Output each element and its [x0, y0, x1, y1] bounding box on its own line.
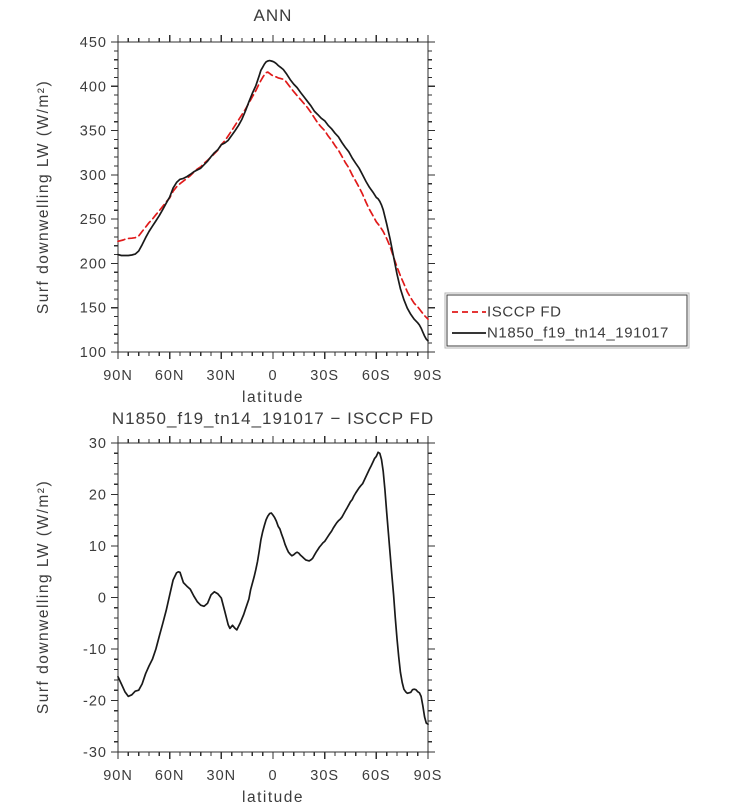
difference-plot-area: 30 20 10 0 -10 -20 -30 90N 60N 30N 0 30S 60S 90S	[83, 436, 443, 784]
y-minor-ticks	[114, 452, 432, 743]
isccp-curve	[117, 71, 429, 321]
x-tick-label: 60N	[155, 768, 185, 784]
difference-chart: N1850_f19_tn14_191017 − ISCCP FD Surf do…	[35, 409, 443, 806]
x-minor-ticks	[127, 38, 419, 356]
x-tick-label: 30S	[310, 768, 339, 784]
difference-y-axis-title: Surf downwelling LW (W/m²)	[35, 480, 52, 714]
plot-frame	[117, 41, 429, 353]
y-tick-label: 20	[89, 488, 107, 504]
x-tick-label: 90N	[103, 368, 133, 384]
top-plot-area: 450 400 350 300 250 200 150 100 90N 60N 30N 0 30S 60S…	[80, 35, 443, 384]
y-major-ticks	[111, 41, 435, 353]
top-y-axis-title: Surf downwelling LW (W/m²)	[35, 80, 52, 314]
x-tick-label: 90S	[414, 768, 443, 784]
y-major-ticks	[111, 442, 435, 753]
y-tick-label: -10	[83, 642, 107, 658]
difference-curve	[117, 451, 429, 726]
y-tick-label: 150	[80, 301, 107, 317]
y-tick-label: 10	[89, 539, 107, 555]
legend-border-box	[446, 294, 688, 347]
x-tick-label: 0	[268, 368, 277, 384]
y-tick-label: 200	[80, 256, 107, 272]
x-tick-label: 90S	[414, 368, 443, 384]
y-tick-label: -30	[83, 745, 107, 761]
y-tick-label: 0	[98, 591, 107, 607]
x-major-ticks	[117, 436, 429, 759]
difference-chart-title: N1850_f19_tn14_191017 − ISCCP FD	[112, 409, 434, 428]
x-tick-label: 30N	[207, 768, 237, 784]
legend-shadow-border	[444, 292, 690, 349]
x-tick-label: 0	[268, 768, 277, 784]
y-tick-label: 400	[80, 79, 107, 95]
y-tick-label: 30	[89, 436, 107, 452]
difference-x-axis-title: latitude	[242, 789, 304, 806]
top-chart-title: ANN	[254, 6, 293, 25]
y-minor-ticks	[114, 50, 432, 344]
legend-label-model: N1850_f19_tn14_191017	[487, 325, 669, 342]
legend: ISCCP FD N1850_f19_tn14_191017	[444, 292, 690, 349]
x-tick-label: 30S	[310, 368, 339, 384]
x-tick-label: 60S	[362, 768, 391, 784]
y-tick-label: 100	[80, 345, 107, 361]
y-tick-label: 350	[80, 124, 107, 140]
y-tick-label: 250	[80, 212, 107, 228]
legend-label-isccp: ISCCP FD	[487, 304, 562, 321]
y-tick-label: 300	[80, 168, 107, 184]
x-major-ticks	[117, 35, 429, 359]
y-tick-label: -20	[83, 694, 107, 710]
x-minor-ticks	[127, 439, 419, 756]
x-tick-label: 90N	[103, 768, 133, 784]
y-tick-label: 450	[80, 35, 107, 51]
x-tick-label: 30N	[207, 368, 237, 384]
x-tick-label: 60S	[362, 368, 391, 384]
model-curve	[117, 59, 429, 342]
top-chart: ANN Surf downwelling LW (W/m²) latitude …	[35, 6, 443, 406]
x-tick-label: 60N	[155, 368, 185, 384]
top-x-axis-title: latitude	[242, 389, 304, 406]
plot-frame	[117, 442, 429, 753]
